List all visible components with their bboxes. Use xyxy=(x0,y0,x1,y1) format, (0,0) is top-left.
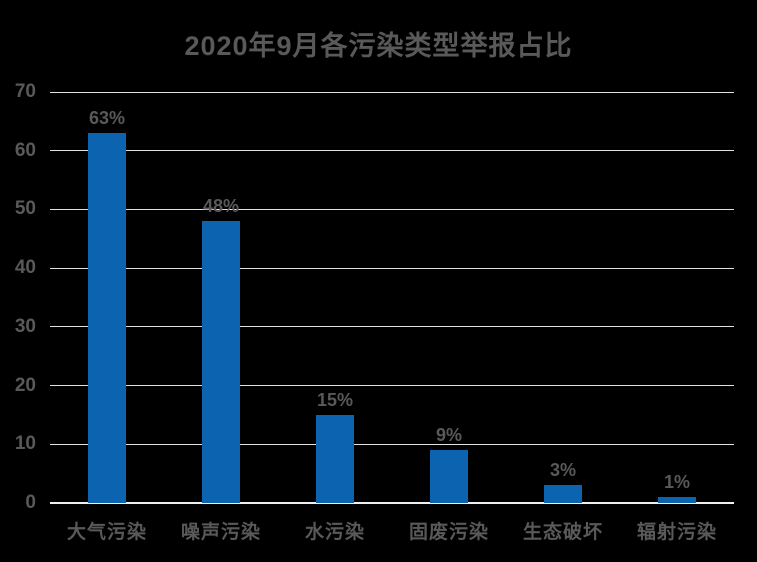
bar-value-label: 15% xyxy=(316,389,354,410)
x-axis-category-label: 生态破坏 xyxy=(522,522,603,543)
x-axis-category-label: 噪声污染 xyxy=(180,522,261,543)
x-axis-category-label: 水污染 xyxy=(304,522,365,543)
gridline xyxy=(50,443,734,445)
gridline xyxy=(50,267,734,269)
y-axis-tick-label: 30 xyxy=(14,315,36,337)
bar xyxy=(658,497,696,503)
gridline xyxy=(50,150,734,152)
x-axis-category-label: 大气污染 xyxy=(66,522,147,543)
bar-value-label: 9% xyxy=(435,425,462,446)
y-axis-tick-label: 70 xyxy=(14,81,36,102)
x-axis-category-label: 固废污染 xyxy=(408,522,489,543)
y-axis-tick-label: 50 xyxy=(14,198,36,220)
bar xyxy=(88,133,126,503)
bar xyxy=(316,414,354,503)
x-axis-category-label: 辐射污染 xyxy=(636,522,717,543)
y-axis-tick-label: 40 xyxy=(14,257,36,279)
plot-area: 63% 48% 15% 9% 3% 1% xyxy=(50,91,734,504)
y-axis-tick-label: 0 xyxy=(25,492,36,513)
x-axis-line xyxy=(50,502,734,504)
gridline xyxy=(50,385,734,387)
bar xyxy=(430,450,468,503)
x-axis: 大气污染 噪声污染 水污染 固废污染 生态破坏 辐射污染 xyxy=(50,517,734,547)
y-axis-tick-label: 10 xyxy=(14,433,36,455)
gridline xyxy=(50,326,734,328)
bar-value-label: 48% xyxy=(202,196,240,217)
chart-title: 2020年9月各污染类型举报占比 xyxy=(184,31,573,61)
y-axis-tick-label: 20 xyxy=(14,374,36,396)
bar xyxy=(202,221,240,503)
gridline xyxy=(50,91,734,93)
bar-value-label: 1% xyxy=(663,472,690,493)
bar-value-label: 63% xyxy=(88,108,126,129)
bar xyxy=(544,485,582,503)
y-axis-tick-label: 60 xyxy=(14,139,36,161)
bar-value-label: 3% xyxy=(549,460,576,481)
gridline xyxy=(50,208,734,210)
y-axis: 0 10 20 30 40 50 60 70 xyxy=(0,82,36,513)
